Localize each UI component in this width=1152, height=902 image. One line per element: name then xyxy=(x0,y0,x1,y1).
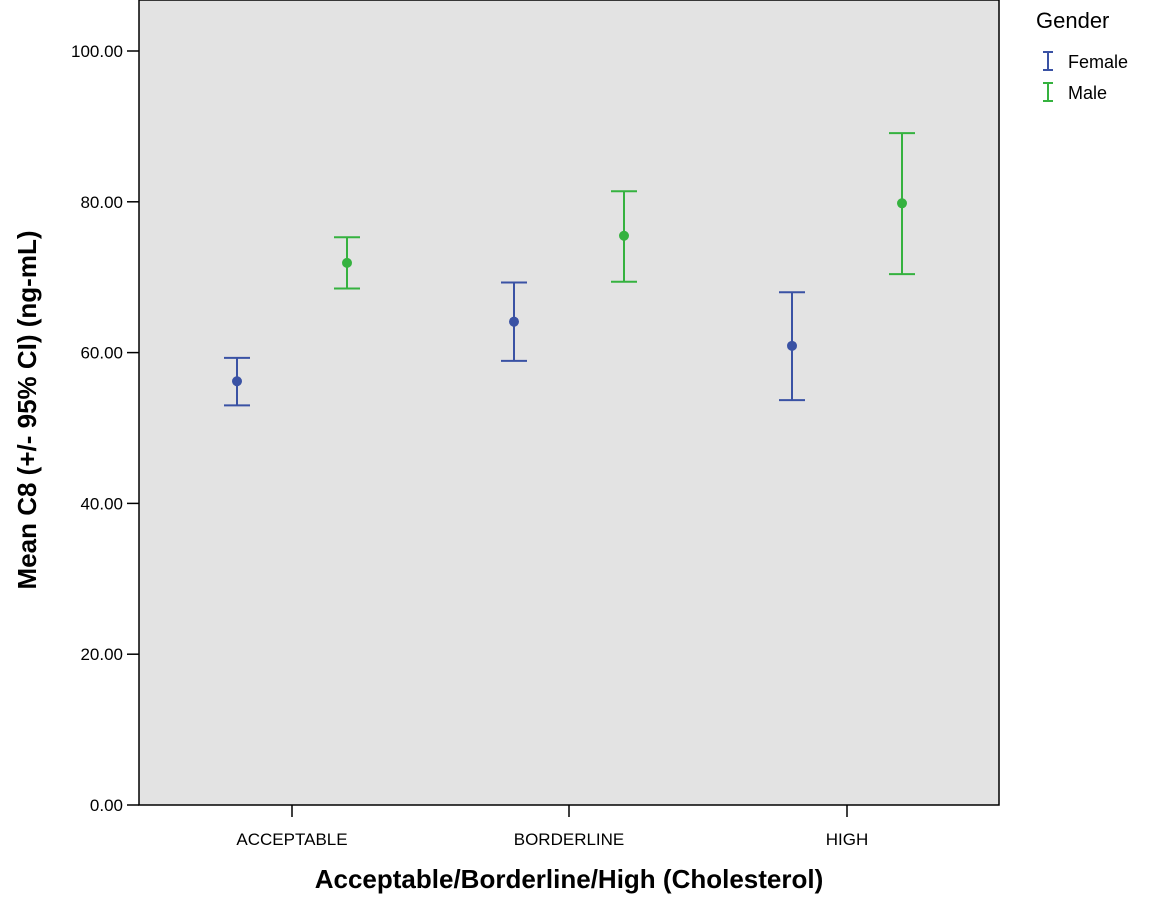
y-tick-label: 60.00 xyxy=(80,344,123,363)
x-tick-label: HIGH xyxy=(826,830,869,849)
plot-area xyxy=(138,0,1000,806)
legend-title: Gender xyxy=(1036,8,1109,33)
mean-point xyxy=(787,340,797,351)
mean-point xyxy=(232,376,242,387)
legend-entry-female: Female xyxy=(1043,51,1128,72)
y-axis: 0.00 20.00 40.00 60.00 80.00 100.00 xyxy=(71,42,139,815)
x-axis: ACCEPTABLE BORDERLINE HIGH xyxy=(236,805,868,849)
mean-point xyxy=(342,257,352,268)
series-female xyxy=(224,281,805,407)
y-tick-label: 0.00 xyxy=(90,796,123,815)
x-tick-label: BORDERLINE xyxy=(514,830,625,849)
y-tick-label: 40.00 xyxy=(80,494,123,513)
y-tick-label: 80.00 xyxy=(80,193,123,212)
x-tick-label: ACCEPTABLE xyxy=(236,830,347,849)
error-bar-series xyxy=(224,132,915,407)
legend-label: Male xyxy=(1068,83,1107,103)
legend: Gender Female Male xyxy=(1036,8,1128,103)
legend-entry-male: Male xyxy=(1043,82,1107,103)
y-axis-title: Mean C8 (+/- 95% CI) (ng-mL) xyxy=(12,231,42,590)
series-male xyxy=(334,132,915,290)
y-tick-label: 20.00 xyxy=(80,645,123,664)
y-tick-label: 100.00 xyxy=(71,42,123,61)
legend-label: Female xyxy=(1068,52,1128,72)
mean-point xyxy=(619,230,629,241)
mean-point xyxy=(897,198,907,209)
mean-point xyxy=(509,316,519,327)
x-axis-title: Acceptable/Borderline/High (Cholesterol) xyxy=(315,864,824,894)
